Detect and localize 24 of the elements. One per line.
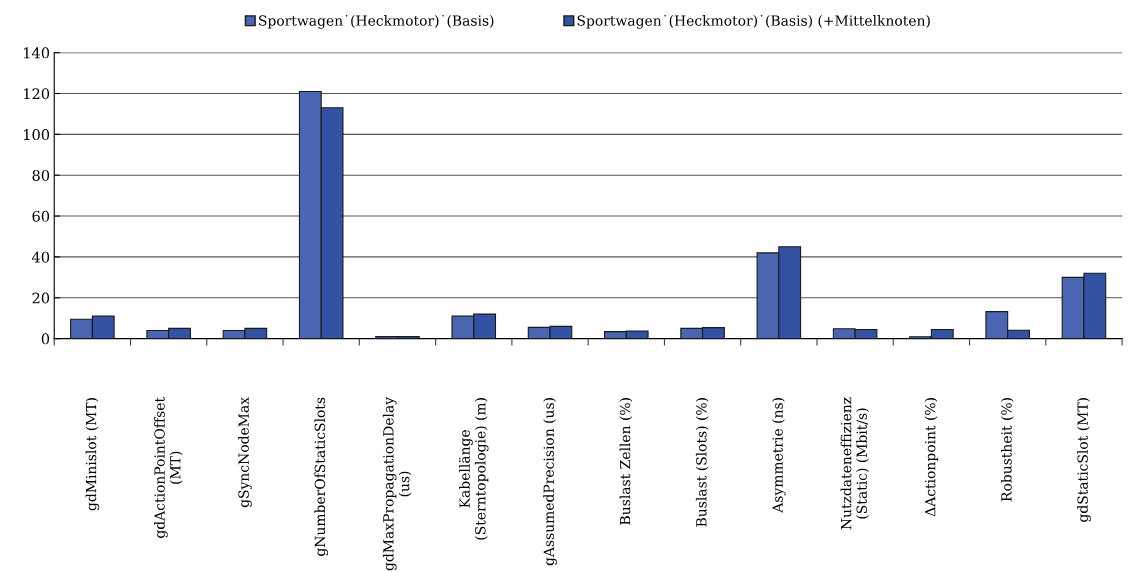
x-tick-label: Buslast (Slots) (%) bbox=[695, 398, 709, 527]
x-tick-label: Robustheit (%) bbox=[1000, 398, 1014, 502]
y-tick-label: 120 bbox=[24, 88, 50, 100]
y-tick-label: 80 bbox=[32, 169, 50, 181]
x-tick-label: gSyncNodeMax bbox=[238, 397, 252, 508]
x-tick-label: gAssumedPrecision (us) bbox=[543, 398, 557, 566]
x-tick-label: gdMaxPropagationDelay (us) bbox=[382, 397, 412, 571]
y-tick-label: 20 bbox=[32, 292, 50, 304]
y-tick-label: 60 bbox=[32, 210, 50, 222]
x-tick-label: gdStaticSlot (MT) bbox=[1077, 398, 1091, 522]
y-tick-label: 140 bbox=[24, 47, 50, 59]
x-tick-label: Buslast Zellen (%) bbox=[619, 398, 633, 525]
x-tick-label: Asymmetrie (ns) bbox=[772, 398, 786, 513]
x-tick-label: gdMinislot (MT) bbox=[85, 398, 100, 511]
y-tick-label: 40 bbox=[31, 251, 50, 263]
x-tick-label: ΔActionpoint (%) bbox=[924, 398, 939, 517]
x-tick-label: Kabellänge (Sterntopologie) (m) bbox=[459, 398, 489, 540]
x-tick-label: gNumberOfStaticSlots bbox=[314, 397, 329, 556]
y-tick-label: 100 bbox=[24, 129, 50, 141]
y-tick-label: 0 bbox=[41, 333, 50, 345]
legend-label: Sportwagen˙(Heckmotor)˙(Basis) (+Mittelknoten) bbox=[577, 14, 930, 29]
legend-label: Sportwagen˙(Heckmotor)˙(Basis) bbox=[259, 14, 494, 29]
x-tick-label: Nutzdateneffizienz (Static) (Mbit/s) bbox=[840, 397, 869, 530]
x-tick-label: gdActionPointOffset (MT) bbox=[154, 397, 183, 538]
